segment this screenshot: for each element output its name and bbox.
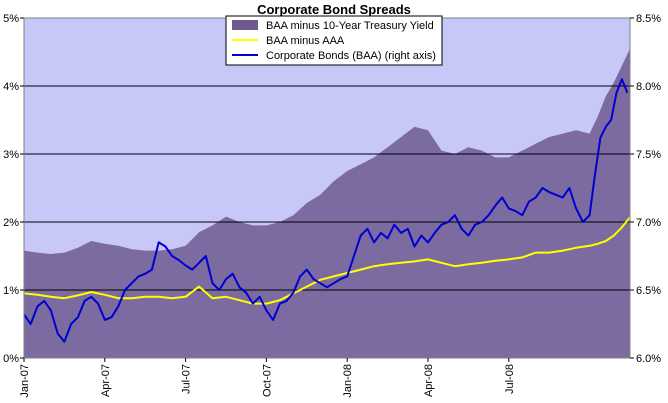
legend-swatch-spread-10y [232, 20, 258, 30]
plot-area [23, 17, 631, 359]
x-tick-label: Jul-07 [181, 364, 193, 394]
x-tick-label: Apr-08 [423, 364, 435, 397]
series-area-spread-10y [24, 48, 630, 358]
y-left-tick-label: 4% [3, 81, 19, 93]
y-right-tick-label: 6.5% [636, 285, 661, 297]
legend-box [225, 15, 443, 66]
x-tick-label: Jan-07 [19, 364, 31, 398]
y-right-tick-label: 7.0% [636, 217, 661, 229]
legend-label-baa: Corporate Bonds (BAA) (right axis) [266, 50, 436, 62]
legend: BAA minus 10-Year Treasury Yield BAA min… [225, 15, 443, 66]
x-tick-label: Jul-08 [504, 364, 516, 394]
axes: 0% 1% 2% 3% 4% 5% 6.0% 6.5% 7.0% 7.5% 8.0% 8.5% Jan-… [3, 13, 661, 398]
spread-area-layer [24, 48, 630, 358]
chart-title: Corporate Bond Spreads [257, 2, 411, 17]
series-line-baa [23, 78, 629, 343]
series-line-baa-aaa [23, 216, 631, 305]
x-tick-label: Jan-08 [342, 364, 354, 398]
y-left-tick-label: 0% [3, 353, 19, 365]
y-right-tick-label: 8.5% [636, 13, 661, 25]
legend-label-spread-10y: BAA minus 10-Year Treasury Yield [266, 20, 434, 32]
x-tick-label: Oct-07 [261, 364, 273, 397]
y-right-tick-label: 8.0% [636, 81, 661, 93]
y-right-tick-label: 6.0% [636, 353, 661, 365]
y-left-tick-label: 1% [3, 285, 19, 297]
y-right-tick-label: 7.5% [636, 149, 661, 161]
series-lines [23, 78, 631, 343]
legend-label-baa-aaa: BAA minus AAA [266, 35, 345, 47]
x-tick-label: Apr-07 [100, 364, 112, 397]
y-left-tick-label: 2% [3, 217, 19, 229]
y-left-tick-label: 3% [3, 149, 19, 161]
y-left-tick-label: 5% [3, 13, 19, 25]
